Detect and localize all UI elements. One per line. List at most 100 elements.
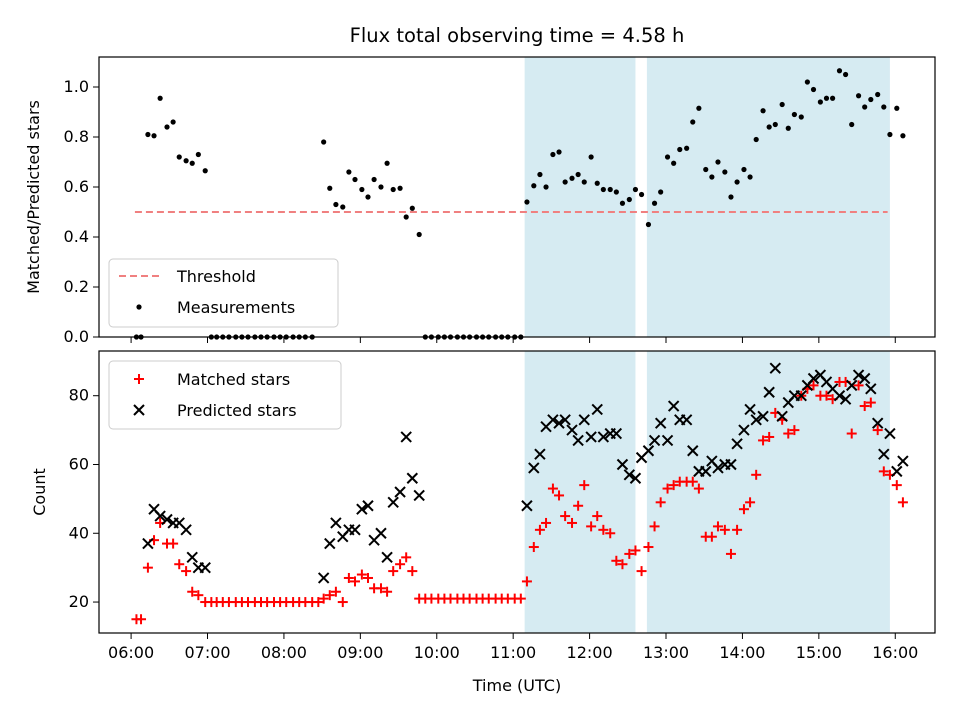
data-point xyxy=(556,149,562,155)
legend-measurements-swatch xyxy=(136,304,142,310)
data-point xyxy=(878,466,889,477)
series-matched-stars xyxy=(131,376,908,625)
data-point xyxy=(753,136,759,143)
data-point xyxy=(887,131,893,138)
data-point xyxy=(387,496,399,509)
data-point xyxy=(598,524,609,535)
data-point xyxy=(785,125,791,131)
data-point xyxy=(690,119,696,125)
data-point xyxy=(578,414,590,426)
data-point xyxy=(712,521,723,532)
data-point xyxy=(744,403,756,416)
data-point xyxy=(572,434,584,447)
data-point xyxy=(592,511,603,522)
data-point xyxy=(413,489,425,502)
data-point xyxy=(547,483,558,494)
data-point xyxy=(808,380,819,391)
x-axis-label: Time (UTC) xyxy=(472,676,561,695)
data-point xyxy=(553,417,565,429)
data-point xyxy=(174,559,185,570)
data-point xyxy=(324,537,336,550)
data-point xyxy=(791,111,797,118)
data-point xyxy=(804,79,810,85)
data-point xyxy=(569,175,575,181)
data-point xyxy=(798,114,804,120)
data-point xyxy=(783,428,794,439)
data-point xyxy=(356,569,367,580)
data-point xyxy=(853,380,864,391)
data-point xyxy=(605,528,616,539)
data-point xyxy=(591,403,603,416)
data-point xyxy=(343,572,354,583)
x-tick-label: 14:00 xyxy=(719,643,765,662)
data-point xyxy=(394,486,406,498)
data-point xyxy=(855,93,862,99)
data-point xyxy=(897,497,908,508)
data-point xyxy=(651,200,658,206)
data-point xyxy=(725,548,736,559)
data-point xyxy=(170,119,176,125)
data-point xyxy=(776,410,788,423)
y-tick-label: 0.6 xyxy=(64,177,89,196)
data-point xyxy=(616,458,629,471)
x-tick-label: 12:00 xyxy=(567,643,613,662)
legend-predicted-swatch xyxy=(133,404,145,416)
data-point xyxy=(858,372,871,385)
data-point xyxy=(900,133,906,139)
y-tick-label: 80 xyxy=(69,386,89,405)
data-point xyxy=(406,472,419,484)
data-point xyxy=(547,414,559,426)
data-point xyxy=(687,476,698,487)
data-point xyxy=(642,445,655,457)
legend-box xyxy=(108,258,339,328)
data-point xyxy=(745,497,756,508)
data-point xyxy=(594,180,600,186)
legend-box xyxy=(108,360,342,430)
top-panel: 0.0 0.2 0.4 0.6 0.8 1.0 Threshold Measurements xyxy=(64,56,936,346)
data-point xyxy=(645,221,652,228)
data-point xyxy=(365,194,371,200)
data-point xyxy=(881,104,887,110)
data-point xyxy=(195,151,201,158)
data-point xyxy=(732,524,743,535)
data-point xyxy=(817,99,823,105)
legend-predicted-label: Predicted stars xyxy=(177,401,297,420)
data-point xyxy=(161,513,173,526)
data-point xyxy=(649,521,660,532)
y-axis-label-ratio: Matched/Predicted stars xyxy=(24,100,43,294)
data-point xyxy=(849,121,855,128)
data-point xyxy=(136,614,147,625)
data-point xyxy=(313,597,324,608)
data-point xyxy=(751,469,762,480)
data-point xyxy=(521,576,532,587)
x-tick-label: 15:00 xyxy=(796,643,842,662)
data-point xyxy=(677,146,683,153)
data-point xyxy=(157,95,163,101)
series-predicted-stars xyxy=(142,362,909,584)
data-point xyxy=(515,593,526,604)
data-point xyxy=(321,139,327,145)
data-point xyxy=(537,171,543,178)
data-point xyxy=(862,104,868,110)
data-point xyxy=(330,586,341,597)
data-point xyxy=(703,166,709,173)
legend-measurements-label: Measurements xyxy=(177,298,295,317)
data-point xyxy=(375,583,386,594)
data-point xyxy=(566,424,578,436)
legend-matched-label: Matched stars xyxy=(177,370,290,389)
data-point xyxy=(611,555,622,566)
data-point xyxy=(700,465,712,478)
data-point xyxy=(409,205,415,211)
data-point xyxy=(706,531,717,542)
data-point xyxy=(738,504,749,515)
data-point xyxy=(562,179,568,185)
data-point xyxy=(722,169,728,175)
data-point xyxy=(186,551,198,564)
data-point xyxy=(168,538,179,549)
data-point xyxy=(795,390,807,402)
data-point xyxy=(154,510,166,522)
data-point xyxy=(359,186,365,193)
data-point xyxy=(183,158,189,164)
data-point xyxy=(382,586,393,597)
data-point xyxy=(731,438,743,450)
